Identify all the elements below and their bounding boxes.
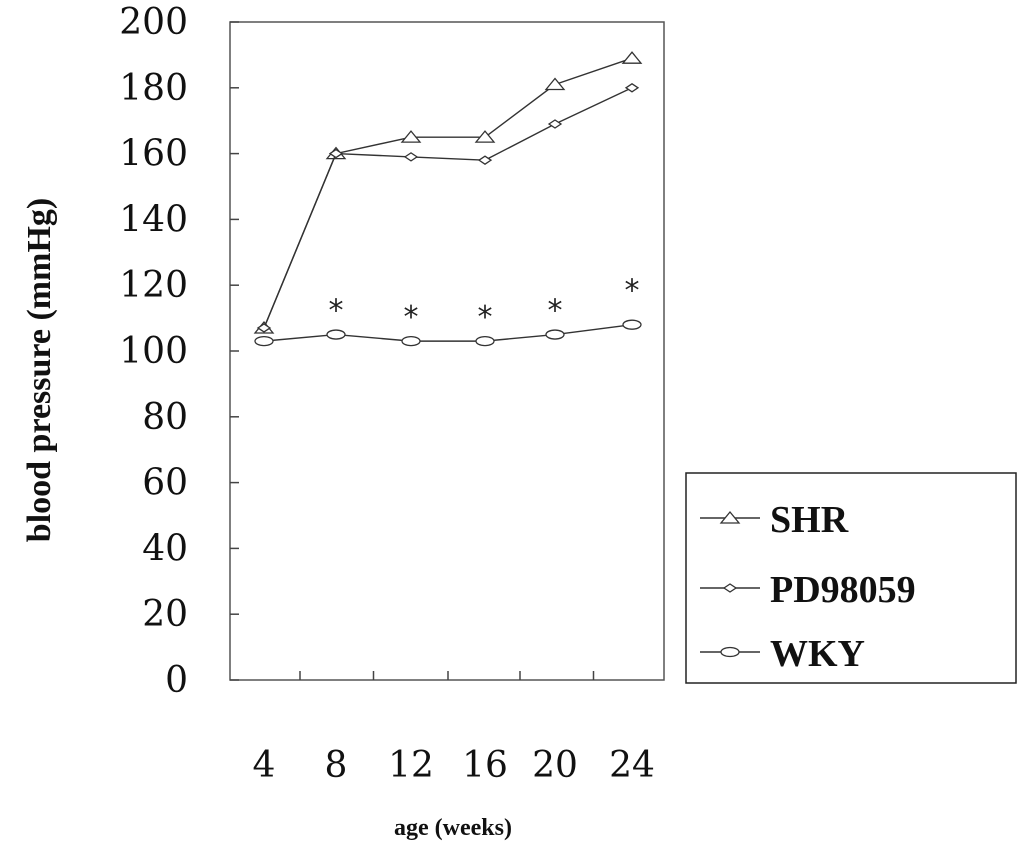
y-tick-label: 180 [119,68,188,109]
x-tick-label: 12 [388,745,434,786]
x-axis-title: age (weeks) [394,815,512,841]
y-tick-label: 160 [119,134,188,175]
data-point [544,77,566,91]
data-point [477,155,493,165]
data-point [475,335,495,347]
legend-label: PD98059 [770,569,916,611]
significance-marker: * [625,274,640,309]
data-point [624,83,640,93]
series-line [263,87,633,329]
y-axis: 0 20 40 60 80 100 120 140 160 180 200 [119,2,239,701]
data-point [547,119,563,129]
y-tick-label: 200 [119,2,188,43]
data-point [621,51,643,64]
data-point [256,323,272,333]
legend-item-pd98059: PD98059 [700,569,916,611]
data-point [254,335,274,347]
data-point [545,329,565,340]
legend-item-wky: WKY [700,633,865,675]
x-tick-label: 8 [325,745,348,786]
y-tick-label: 60 [142,463,188,504]
significance-marker: * [329,294,344,329]
series-pd98059 [256,83,640,333]
x-axis: 4 8 12 16 20 24 [253,671,655,786]
legend-items: SHR PD98059 WKY [700,499,916,675]
series-layer [253,51,643,347]
legend-label: WKY [770,633,865,675]
legend-swatch-marker [719,510,741,524]
legend-item-shr: SHR [700,499,849,541]
legend-swatch-marker [720,646,740,658]
x-tick-label: 24 [609,745,655,786]
series-line [263,323,633,342]
x-tick-label: 16 [462,745,508,786]
data-point [401,335,421,347]
legend-label: SHR [770,499,849,541]
significance-marker: * [478,300,493,335]
data-point [326,329,346,340]
data-point [328,148,344,159]
x-tick-label: 4 [253,745,276,786]
data-point [622,319,642,330]
y-tick-label: 40 [142,528,188,569]
y-tick-label: 0 [165,660,188,701]
y-tick-label: 140 [119,199,188,240]
series-shr [253,51,643,334]
data-point [474,130,496,143]
annotation-layer: * * * * * [329,274,640,335]
y-tick-label: 20 [142,594,188,635]
significance-marker: * [548,294,563,329]
significance-marker: * [404,300,419,335]
data-point [400,130,422,143]
y-tick-label: 120 [119,265,188,306]
plot-frame [229,21,665,681]
y-axis-title: blood pressure (mmHg) [21,198,58,542]
x-tick-label: 20 [532,745,578,786]
legend: SHR PD98059 WKY [685,472,1017,684]
legend-swatch-marker [722,583,738,593]
y-tick-label: 100 [119,331,188,372]
series-wky [254,319,642,347]
legend-box [685,472,1017,684]
y-tick-label: 80 [142,397,188,438]
data-point [403,152,419,162]
